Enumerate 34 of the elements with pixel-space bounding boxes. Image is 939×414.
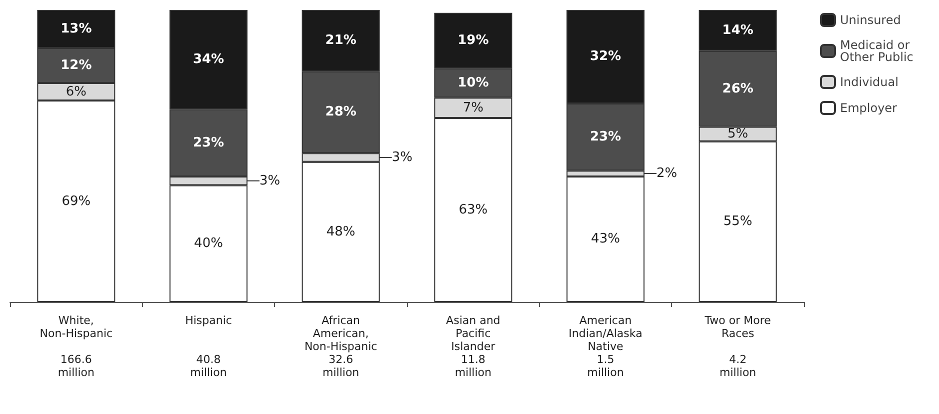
data-label: 40% [194,236,223,252]
data-label: 2% [656,166,678,182]
data-label: 69% [62,194,91,209]
data-label: 7% [462,100,484,116]
legend-label: Employer [840,101,898,115]
data-label: 23% [192,135,224,150]
data-label: 63% [458,202,488,218]
data-label: 3% [392,150,412,165]
data-label: 23% [590,130,622,145]
x-tick-label: American Indian/Alaska Native 1.5 million [568,314,642,379]
data-label: 5% [728,126,748,142]
data-label: 6% [66,84,86,100]
data-label: 13% [60,21,92,36]
data-label: 14% [722,22,754,38]
data-label: 28% [325,104,356,120]
data-label: 19% [458,33,489,48]
data-label: 48% [326,224,356,240]
legend-label: Uninsured [840,13,901,27]
data-label: 55% [723,214,752,230]
x-tick-label: White, Non-Hispanic 166.6 million [40,314,113,379]
legend-label: Individual [840,75,898,89]
data-label: 21% [325,33,356,48]
x-tick-label: Asian and Pacific Islander 11.8 million [446,314,500,379]
data-label: 12% [60,58,92,73]
data-label: 3% [260,173,280,188]
x-tick-label: Two or More Races 4.2 million [704,314,772,379]
data-label: 43% [591,232,620,247]
data-label: 10% [458,76,489,90]
data-label: 32% [590,49,622,64]
data-label: 26% [722,81,754,96]
data-label: 34% [192,52,224,68]
legend-label: Medicaid or Other Public [840,38,914,64]
category-label: Hispanic 40.8 million [185,314,232,379]
x-tick-label: African American, Non-Hispanic 32.6 million [304,314,378,379]
